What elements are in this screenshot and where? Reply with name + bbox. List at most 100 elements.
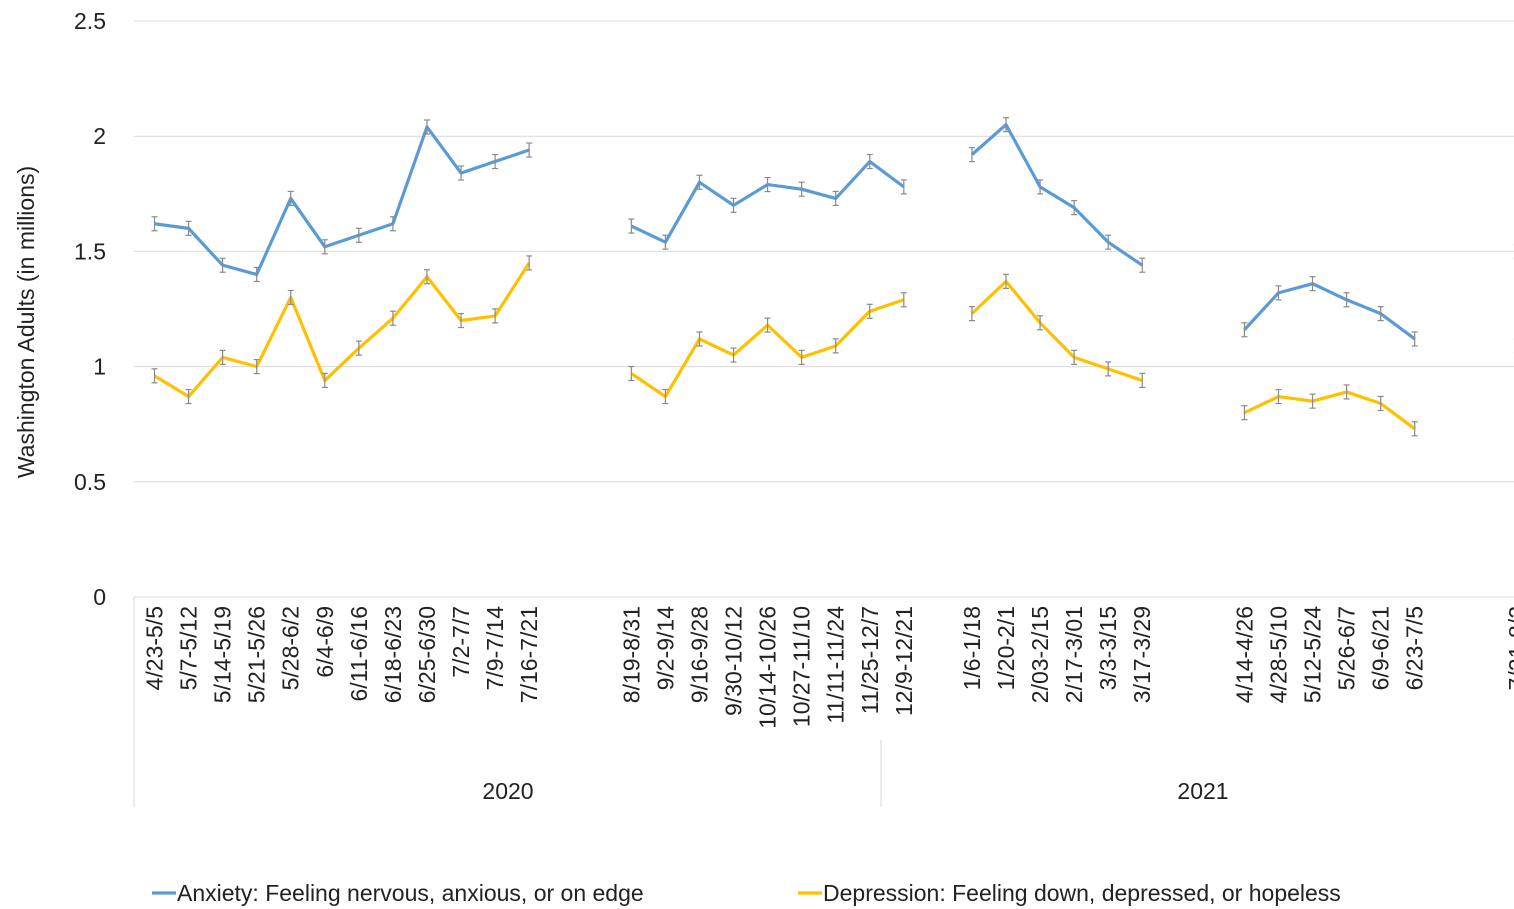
legend-label: Depression: Feeling down, depressed, or … xyxy=(823,880,1341,906)
x-tick-label: 5/21-5/26 xyxy=(244,606,270,703)
x-tick-label: 2/17-3/01 xyxy=(1061,606,1087,703)
x-tick-label: 3/3-3/15 xyxy=(1095,606,1121,690)
series-line xyxy=(970,123,1144,267)
x-tick-label: 4/23-5/5 xyxy=(142,606,168,690)
error-bar xyxy=(900,292,907,308)
error-bar xyxy=(253,266,260,283)
error-bar xyxy=(968,147,975,163)
error-bar xyxy=(458,165,465,181)
x-tick-label: 7/2-7/7 xyxy=(448,606,474,678)
error-bar xyxy=(662,388,669,405)
error-bar xyxy=(355,340,362,356)
error-bars xyxy=(151,117,1514,437)
error-bar xyxy=(423,269,430,285)
x-tick-label: 9/30-10/12 xyxy=(721,606,747,716)
x-tick-label: 10/14-10/26 xyxy=(755,606,781,729)
year-group-labels: 2020 2021 xyxy=(482,778,1228,804)
legend: Anxiety: Feeling nervous, anxious, or on… xyxy=(152,880,1341,906)
error-bar xyxy=(1377,395,1384,412)
x-tick-label: 2/03-2/15 xyxy=(1027,606,1053,703)
error-bar xyxy=(1343,292,1350,308)
x-tick-label: 11/25-12/7 xyxy=(857,606,883,714)
y-tick-label: 0 xyxy=(93,584,106,610)
y-axis-ticks: 0 0.5 1 1.5 2 2.5 xyxy=(74,8,106,610)
x-tick-label: 6/23-7/5 xyxy=(1402,606,1428,690)
error-bar xyxy=(1003,273,1009,289)
error-bar xyxy=(389,216,396,232)
x-tick-label: 6/11-6/16 xyxy=(346,606,372,701)
error-bar xyxy=(900,179,907,195)
error-bar xyxy=(355,227,362,243)
error-bar xyxy=(1105,234,1112,250)
legend-label: Anxiety: Feeling nervous, anxious, or on… xyxy=(177,880,644,906)
x-tick-label: 10/27-11/10 xyxy=(789,606,815,727)
error-bar xyxy=(764,176,771,193)
x-tick-label: 6/25-6/30 xyxy=(414,606,440,703)
error-bar xyxy=(492,308,499,324)
x-tick-label: 4/14-4/26 xyxy=(1231,606,1257,703)
series-line xyxy=(154,125,530,277)
error-bar xyxy=(1309,393,1316,409)
error-bar xyxy=(492,153,499,170)
error-bar xyxy=(458,312,465,329)
y-tick-label: 2 xyxy=(93,123,106,149)
x-tick-label: 12/9-12/21 xyxy=(891,606,917,716)
series-line xyxy=(970,279,1143,382)
error-bar xyxy=(1071,349,1078,365)
error-bar xyxy=(219,349,226,365)
x-tick-label: 6/4-6/9 xyxy=(312,606,338,678)
y-tick-label: 1 xyxy=(93,354,106,380)
x-tick-label: 8/19-8/31 xyxy=(618,606,644,703)
error-bar xyxy=(1343,384,1350,400)
x-tick-label: 3/17-3/29 xyxy=(1129,606,1155,703)
x-tick-label: 11/11-11/24 xyxy=(823,606,849,724)
x-tick-label: 5/26-6/7 xyxy=(1334,606,1360,690)
series-line xyxy=(630,159,905,244)
error-bar xyxy=(628,365,635,382)
error-bar xyxy=(287,190,294,207)
y-tick-label: 1.5 xyxy=(74,238,106,264)
error-bar xyxy=(662,234,669,250)
error-bar xyxy=(1309,276,1316,292)
error-bar xyxy=(185,220,192,236)
error-bar xyxy=(1003,117,1009,133)
error-bar xyxy=(1037,179,1044,195)
error-bar xyxy=(1411,331,1418,347)
x-tick-label: 6/9-6/21 xyxy=(1368,606,1394,690)
error-bar xyxy=(730,347,737,363)
x-tick-labels: 4/23-5/5 5/7-5/12 5/14-5/19 5/21-5/26 5/28-6… xyxy=(142,606,1514,729)
error-bar xyxy=(151,368,158,384)
error-bar xyxy=(1105,361,1112,377)
series-line xyxy=(1243,390,1416,431)
error-bar xyxy=(423,119,430,135)
error-bar xyxy=(287,289,294,306)
error-bar xyxy=(866,303,873,319)
error-bar xyxy=(832,338,839,354)
error-bar xyxy=(696,331,703,347)
x-tick-label: 6/18-6/23 xyxy=(380,606,406,703)
error-bar xyxy=(798,349,805,365)
gridlines xyxy=(134,20,1514,483)
year-label: 2021 xyxy=(1177,778,1228,804)
error-bar xyxy=(1139,257,1146,273)
error-bar xyxy=(219,257,226,273)
error-bar xyxy=(628,218,635,234)
error-bar xyxy=(1241,405,1248,421)
x-tick-label: 5/12-5/24 xyxy=(1300,606,1326,703)
error-bar xyxy=(730,197,737,213)
error-bar xyxy=(696,174,703,190)
x-tick-label: 7/16-7/21 xyxy=(516,606,542,703)
x-tick-label: 5/14-5/19 xyxy=(210,606,236,703)
error-bar xyxy=(1071,200,1078,216)
error-bar xyxy=(321,239,328,255)
x-tick-label: 9/16-9/28 xyxy=(686,606,712,703)
series-line xyxy=(153,262,531,399)
x-tick-label: 7/21-8/2 xyxy=(1504,606,1514,690)
x-tick-label: 5/28-6/2 xyxy=(278,606,304,690)
x-axis xyxy=(133,596,1514,807)
error-bar xyxy=(832,190,839,207)
error-bar xyxy=(185,388,192,405)
error-bar xyxy=(1275,285,1282,301)
error-bar xyxy=(526,255,533,271)
